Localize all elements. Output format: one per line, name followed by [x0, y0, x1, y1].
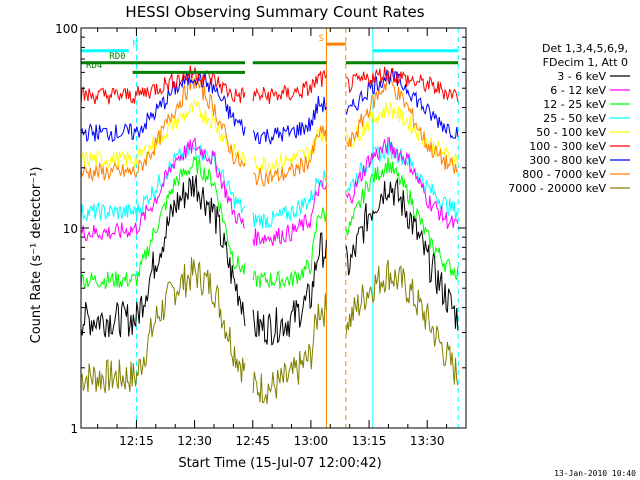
axes: 12:15 12:30 12:45 13:00 13:15 13:30 1 10 100 [55, 22, 467, 448]
state-label: RD4 [86, 61, 102, 71]
state-label: N [133, 39, 138, 49]
x-axis-label: Start Time (15-Jul-07 12:00:42) [178, 456, 381, 471]
legend-label: 800 - 7000 keV [522, 168, 606, 181]
y-tick-label: 10 [63, 222, 78, 236]
series-line [80, 68, 459, 145]
series-line [80, 75, 459, 187]
x-tick-label: 13:30 [410, 434, 445, 448]
series-line [80, 136, 459, 246]
chart-title: HESSI Observing Summary Count Rates [125, 3, 424, 21]
legend: Det 1,3,4,5,6,9,FDecim 1, Att 03 - 6 keV… [508, 42, 630, 195]
series-line [80, 65, 459, 105]
legend-label: 6 - 12 keV [550, 84, 606, 97]
legend-label: 12 - 25 keV [543, 98, 606, 111]
y-tick-label: 100 [55, 22, 78, 36]
footer-date: 13-Jan-2010 10:40 [554, 469, 636, 478]
y-tick-label: 1 [70, 422, 78, 436]
series-line [80, 140, 459, 229]
legend-label: 25 - 50 keV [543, 112, 606, 125]
x-tick-label: 12:45 [235, 434, 270, 448]
legend-label: 3 - 6 keV [557, 70, 606, 83]
x-tick-label: 12:15 [119, 434, 154, 448]
series-line [80, 257, 459, 405]
state-label: S [319, 34, 324, 44]
legend-label: 100 - 300 keV [529, 140, 606, 153]
legend-label: 7000 - 20000 keV [508, 182, 606, 195]
plot-area: N RD0 RD4 S [80, 28, 459, 428]
legend-label: 300 - 800 keV [529, 154, 606, 167]
legend-header: FDecim 1, Att 0 [543, 56, 628, 69]
series-line [80, 175, 459, 346]
x-tick-label: 12:30 [177, 434, 212, 448]
legend-label: 50 - 100 keV [536, 126, 606, 139]
y-axis-label: Count Rate (s⁻¹ detector⁻¹) [29, 167, 44, 344]
series-line [80, 155, 459, 290]
x-tick-label: 13:15 [352, 434, 387, 448]
x-tick-label: 13:00 [294, 434, 329, 448]
legend-header: Det 1,3,4,5,6,9, [542, 42, 628, 55]
state-label: RD0 [109, 52, 125, 62]
